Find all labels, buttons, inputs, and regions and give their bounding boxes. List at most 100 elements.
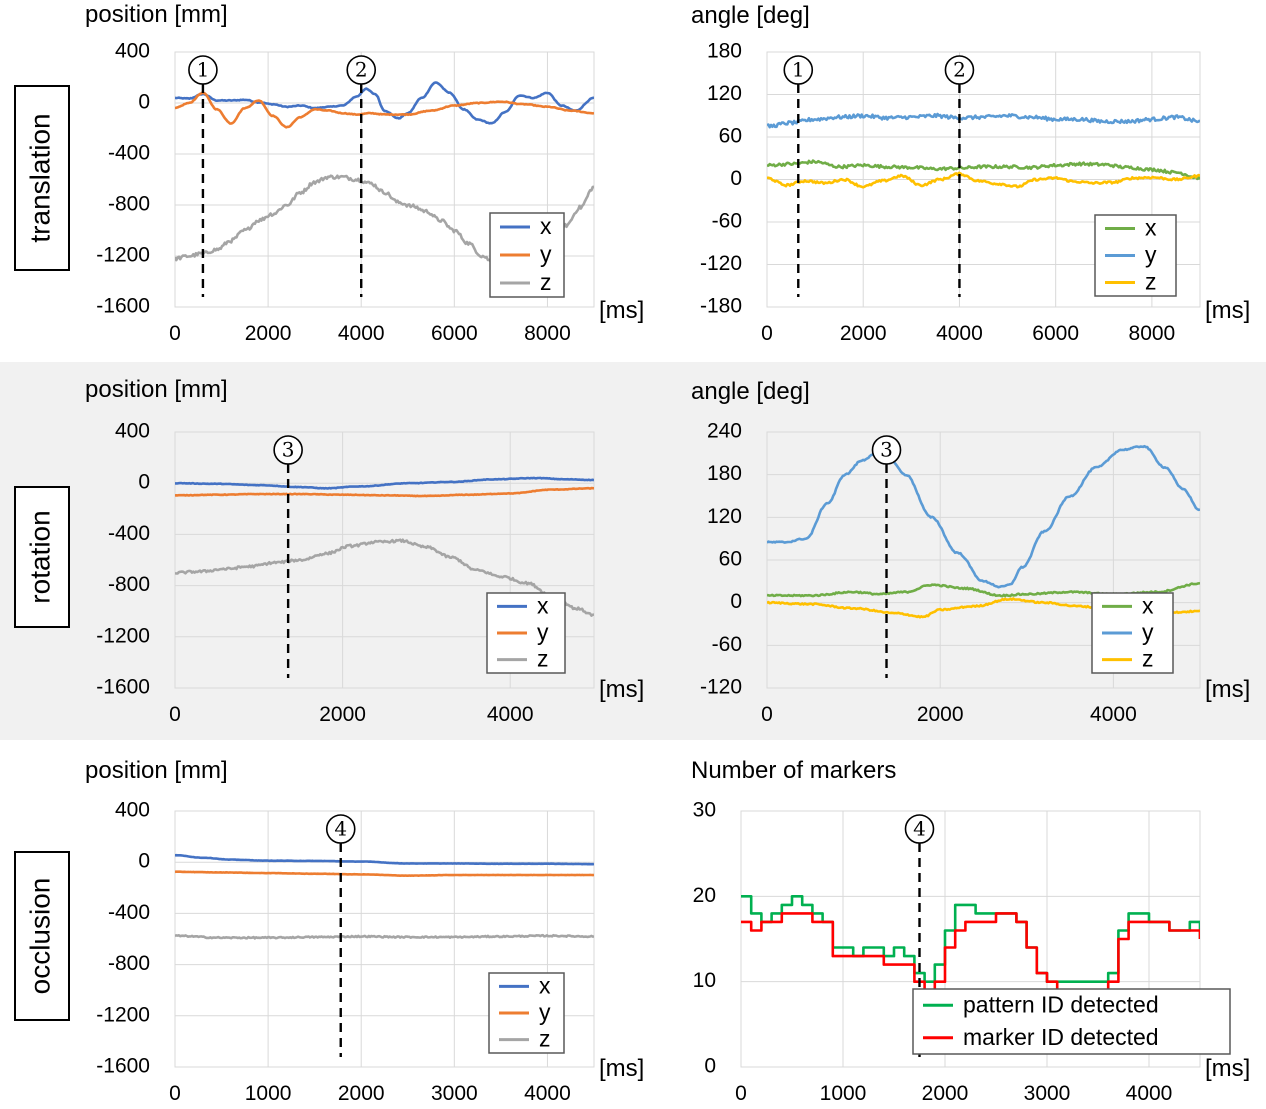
x-tick-label: 1000 — [820, 1082, 867, 1105]
event-marker-circle — [188, 55, 218, 85]
series-line-z — [175, 538, 594, 617]
series-line-y — [767, 444, 1200, 589]
event-marker-circle — [325, 814, 356, 844]
x-tick-label: 2000 — [319, 703, 366, 726]
x-unit-label: [ms] — [1205, 297, 1250, 324]
legend-label: marker ID detected — [963, 1024, 1159, 1050]
legend: xyz — [488, 972, 565, 1054]
plot-area — [766, 51, 1201, 308]
y-tick-label: 180 — [707, 462, 742, 485]
legend-label: x — [539, 972, 551, 998]
x-tick-label: 2000 — [917, 703, 964, 726]
event-marker-circle — [346, 55, 377, 85]
x-tick-label: 0 — [169, 703, 181, 726]
plot-area — [766, 431, 1201, 689]
x-tick-label: 0 — [169, 1082, 181, 1105]
y-tick-label: 400 — [115, 420, 150, 443]
event-marker-label: 2 — [355, 58, 368, 82]
chart-title: Number of markers — [691, 757, 896, 784]
event-marker-circle — [904, 814, 935, 844]
x-tick-label: 2000 — [338, 1082, 385, 1105]
rotation-row-background — [0, 362, 1266, 740]
legend-label: z — [1145, 269, 1157, 295]
plot-area — [174, 431, 595, 689]
x-unit-label: [ms] — [599, 1055, 644, 1082]
series-line-pattern-ID-detected — [741, 895, 1200, 983]
event-marker-label: 2 — [953, 58, 966, 82]
y-tick-label: -1600 — [96, 1055, 150, 1078]
series-line-y — [175, 91, 594, 129]
legend-label: x — [540, 213, 552, 239]
event-marker-label: 1 — [792, 58, 805, 82]
row-label-occlusion: occlusion — [14, 851, 70, 1021]
y-tick-label: -1200 — [96, 1003, 150, 1026]
plot-area — [174, 51, 595, 308]
y-tick-label: 0 — [138, 471, 150, 494]
legend: xyz — [1094, 214, 1177, 297]
y-tick-label: -1600 — [96, 295, 150, 318]
x-tick-label: 2000 — [840, 322, 887, 345]
row-label-rotation-text: rotation — [24, 510, 55, 603]
y-tick-label: 0 — [704, 1055, 716, 1078]
event-marker-label: 4 — [913, 817, 926, 841]
row-label-translation: translation — [14, 85, 70, 271]
event-marker-label: 1 — [197, 58, 210, 82]
y-tick-label: -400 — [108, 142, 150, 165]
x-unit-label: [ms] — [1205, 676, 1250, 703]
x-tick-label: 3000 — [431, 1082, 478, 1105]
series-line-z — [767, 171, 1200, 189]
legend-label: x — [1145, 215, 1157, 241]
y-tick-label: -60 — [712, 633, 742, 656]
y-tick-label: -400 — [108, 901, 150, 924]
legend-label: x — [537, 592, 549, 618]
x-tick-label: 8000 — [1129, 322, 1176, 345]
y-tick-label: -1600 — [96, 676, 150, 699]
series-line-y — [175, 870, 594, 877]
y-tick-label: 120 — [707, 505, 742, 528]
y-tick-label: 400 — [115, 40, 150, 63]
y-tick-label: 240 — [707, 420, 742, 443]
series-line-y — [175, 486, 594, 498]
x-tick-label: 0 — [735, 1082, 747, 1105]
chart-title: position [mm] — [85, 1, 228, 28]
legend: xyz — [489, 212, 565, 298]
legend: xyz — [486, 592, 566, 674]
legend: pattern ID detected marker ID detected — [912, 988, 1231, 1055]
event-marker-circle — [944, 55, 975, 85]
x-tick-label: 4000 — [524, 1082, 571, 1105]
x-tick-label: 4000 — [1090, 703, 1137, 726]
legend-label: x — [1142, 592, 1154, 618]
series-line-marker-ID-detected — [741, 912, 1200, 992]
legend-label: y — [540, 241, 552, 267]
y-tick-label: 60 — [719, 548, 742, 571]
legend-label: z — [539, 1026, 551, 1052]
legend-label: y — [1142, 619, 1154, 645]
y-tick-label: 30 — [693, 799, 716, 822]
event-marker-circle — [273, 435, 303, 465]
row-label-translation-text: translation — [24, 113, 55, 242]
y-tick-label: -60 — [712, 210, 742, 233]
legend-label: y — [539, 999, 551, 1025]
x-tick-label: 1000 — [245, 1082, 292, 1105]
y-tick-label: 180 — [707, 40, 742, 63]
y-tick-label: 60 — [719, 125, 742, 148]
row-label-rotation: rotation — [14, 486, 70, 628]
event-marker-label: 4 — [334, 817, 347, 841]
y-tick-label: 0 — [138, 91, 150, 114]
y-tick-label: 0 — [138, 850, 150, 873]
y-tick-label: 20 — [693, 884, 716, 907]
y-tick-label: 0 — [730, 590, 742, 613]
y-tick-label: -400 — [108, 522, 150, 545]
y-tick-label: 400 — [115, 799, 150, 822]
y-tick-label: -1200 — [96, 244, 150, 267]
chart-occlusion-markers: 0 10 20 30 0 1000 2000 3000 4000 Number of marker… — [691, 757, 1250, 1105]
series-line-x — [175, 476, 594, 490]
chart-rotation-angle: -120 -60 0 60 120 180 240 0 2000 4000 angle [deg] [… — [691, 378, 1250, 726]
legend-label: z — [1142, 646, 1154, 672]
series-line-y — [767, 112, 1200, 129]
event-marker-circle — [783, 55, 814, 85]
chart-title: angle [deg] — [691, 2, 810, 29]
